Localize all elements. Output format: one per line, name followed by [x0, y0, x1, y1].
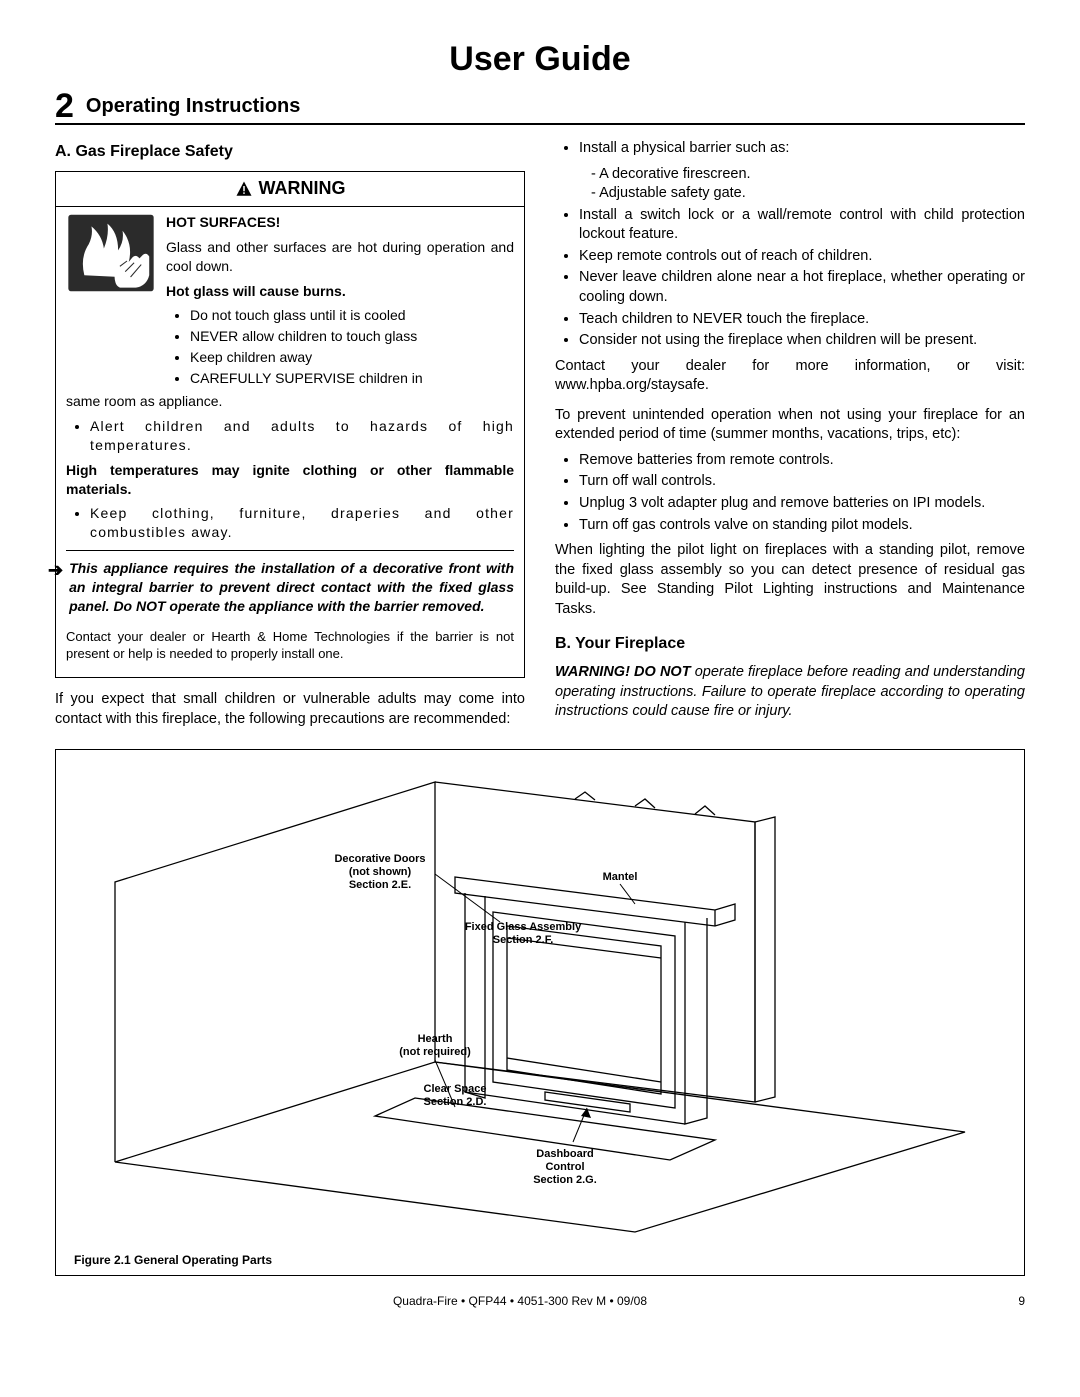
svg-text:Hearth: Hearth [418, 1033, 453, 1045]
barrier-note: This appliance requires the installation… [69, 559, 514, 616]
bullet: Install a physical barrier such as: [579, 139, 1025, 159]
glass-hot-text: Glass and other surfaces are hot during … [166, 238, 514, 276]
svg-text:Clear Space: Clear Space [424, 1083, 487, 1095]
subsection-b-heading: B. Your Fireplace [555, 633, 1025, 655]
bullet: Install a switch lock or a wall/remote c… [579, 206, 1025, 245]
bullet: Never leave children alone near a hot fi… [579, 268, 1025, 307]
right-column: Install a physical barrier such as: A de… [555, 137, 1025, 735]
subsection-a-heading: A. Gas Fireplace Safety [55, 141, 525, 163]
section-number: 2 [55, 89, 74, 123]
bullet: Keep remote controls out of reach of chi… [579, 247, 1025, 267]
page-number: 9 [985, 1294, 1025, 1308]
fireplace-diagram: Decorative Doors (not shown) Section 2.E… [74, 762, 1006, 1242]
bullet: Consider not using the fireplace when ch… [579, 331, 1025, 351]
svg-text:Control: Control [545, 1161, 584, 1173]
svg-text:(not shown): (not shown) [349, 866, 412, 878]
warning-triangle-icon [235, 176, 253, 200]
alert-line: Alert children and adults to hazards of … [90, 417, 514, 455]
section-header: 2 Operating Instructions [55, 89, 1025, 125]
hot-surfaces-label: HOT SURFACES! [166, 214, 280, 230]
same-room-text: same room as appliance. [66, 392, 514, 411]
bullet: Do not touch glass until it is cooled [190, 306, 514, 325]
bullet: Unplug 3 volt adapter plug and remove ba… [579, 494, 1025, 514]
svg-text:Decorative Doors: Decorative Doors [334, 853, 425, 865]
warning-body: HOT SURFACES! Glass and other surfaces a… [56, 207, 524, 677]
figure-box: Decorative Doors (not shown) Section 2.E… [55, 749, 1025, 1276]
bullet: NEVER allow children to touch glass [190, 327, 514, 346]
warning-title: WARNING [56, 172, 524, 207]
two-column-layout: A. Gas Fireplace Safety WARNING [55, 137, 1025, 735]
warning-do-not: WARNING! DO NOT operate fireplace before… [555, 663, 1025, 722]
arrow-icon: ➔ [48, 561, 63, 579]
hot-glass-burns-label: Hot glass will cause burns. [166, 283, 346, 299]
bullet: Turn off wall controls. [579, 472, 1025, 492]
svg-text:Mantel: Mantel [603, 871, 638, 883]
keep-clothing-text: Keep clothing, furniture, draperies and … [90, 504, 514, 542]
svg-text:(not required): (not required) [399, 1046, 471, 1058]
bullet: Turn off gas controls valve on standing … [579, 516, 1025, 536]
svg-text:Section 2.G.: Section 2.G. [533, 1174, 597, 1186]
warning-box: WARNING HOT SURFACES! Glass and ot [55, 171, 525, 678]
page-footer: Quadra-Fire • QFP44 • 4051-300 Rev M • 0… [55, 1294, 1025, 1308]
footer-text: Quadra-Fire • QFP44 • 4051-300 Rev M • 0… [55, 1294, 985, 1308]
dash-item: A decorative firescreen. [591, 165, 1025, 185]
dash-item: Adjustable safety gate. [591, 184, 1025, 204]
divider [66, 550, 514, 551]
bullet: Keep children away [190, 348, 514, 367]
svg-text:Dashboard: Dashboard [536, 1148, 593, 1160]
page-title: User Guide [55, 40, 1025, 79]
flame-hand-icon [66, 213, 156, 394]
warning-bullets-1: Do not touch glass until it is cooled NE… [166, 306, 514, 388]
svg-text:Fixed Glass Assembly: Fixed Glass Assembly [465, 921, 582, 933]
section-title: Operating Instructions [86, 95, 300, 118]
figure-caption: Figure 2.1 General Operating Parts [74, 1253, 1006, 1267]
warning-label: WARNING [259, 176, 346, 200]
left-column: A. Gas Fireplace Safety WARNING [55, 137, 525, 735]
svg-text:Section 2.F.: Section 2.F. [493, 934, 554, 946]
contact-para: Contact your dealer for more information… [555, 357, 1025, 396]
bullet: Remove batteries from remote controls. [579, 451, 1025, 471]
pilot-para: When lighting the pilot light on firepla… [555, 541, 1025, 619]
svg-text:Section 2.D.: Section 2.D. [424, 1096, 487, 1108]
bullet: Teach children to NEVER touch the firepl… [579, 310, 1025, 330]
prevent-para: To prevent unintended operation when not… [555, 406, 1025, 445]
contact-dealer-text: Contact your dealer or Hearth & Home Tec… [66, 628, 514, 663]
bullet: CAREFULLY SUPERVISE children in [190, 369, 514, 388]
expect-paragraph: If you expect that small children or vul… [55, 690, 525, 729]
dash-list: A decorative firescreen. Adjustable safe… [555, 165, 1025, 204]
svg-text:Section 2.E.: Section 2.E. [349, 879, 411, 891]
high-temp-text: High temperatures may ignite clothing or… [66, 462, 514, 497]
